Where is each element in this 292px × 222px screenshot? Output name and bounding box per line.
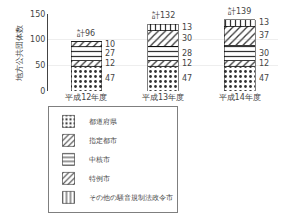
svg-text:150: 150 xyxy=(30,10,45,19)
svg-text:13: 13 xyxy=(182,23,192,32)
svg-text:計132: 計132 xyxy=(152,11,175,20)
svg-text:47: 47 xyxy=(259,74,269,83)
svg-text:28: 28 xyxy=(182,49,192,58)
svg-text:47: 47 xyxy=(105,74,115,83)
svg-text:地方公共団体数: 地方公共団体数 xyxy=(15,25,24,82)
svg-text:30: 30 xyxy=(259,49,269,58)
svg-text:計139: 計139 xyxy=(228,7,251,16)
svg-text:47: 47 xyxy=(182,74,192,83)
svg-text:50: 50 xyxy=(35,61,45,70)
svg-text:10: 10 xyxy=(105,40,115,49)
svg-text:平成13年度: 平成13年度 xyxy=(142,93,184,102)
svg-text:13: 13 xyxy=(259,18,269,27)
svg-text:27: 27 xyxy=(105,49,115,58)
svg-text:37: 37 xyxy=(259,31,269,40)
svg-text:12: 12 xyxy=(105,59,115,68)
svg-text:平成14年度: 平成14年度 xyxy=(219,93,261,102)
svg-text:その他の騒音規制法政令市: その他の騒音規制法政令市 xyxy=(89,194,173,202)
svg-text:0: 0 xyxy=(40,87,45,96)
svg-text:12: 12 xyxy=(182,59,192,68)
svg-text:平成12年度: 平成12年度 xyxy=(65,93,107,102)
svg-text:計96: 計96 xyxy=(77,29,95,38)
svg-text:都道府県: 都道府県 xyxy=(89,118,117,126)
svg-text:中核市: 中核市 xyxy=(89,156,110,164)
svg-text:12: 12 xyxy=(259,59,269,68)
svg-text:指定都市: 指定都市 xyxy=(88,137,117,145)
svg-text:30: 30 xyxy=(182,34,192,43)
svg-text:特例市: 特例市 xyxy=(89,175,110,183)
svg-text:100: 100 xyxy=(30,35,45,44)
